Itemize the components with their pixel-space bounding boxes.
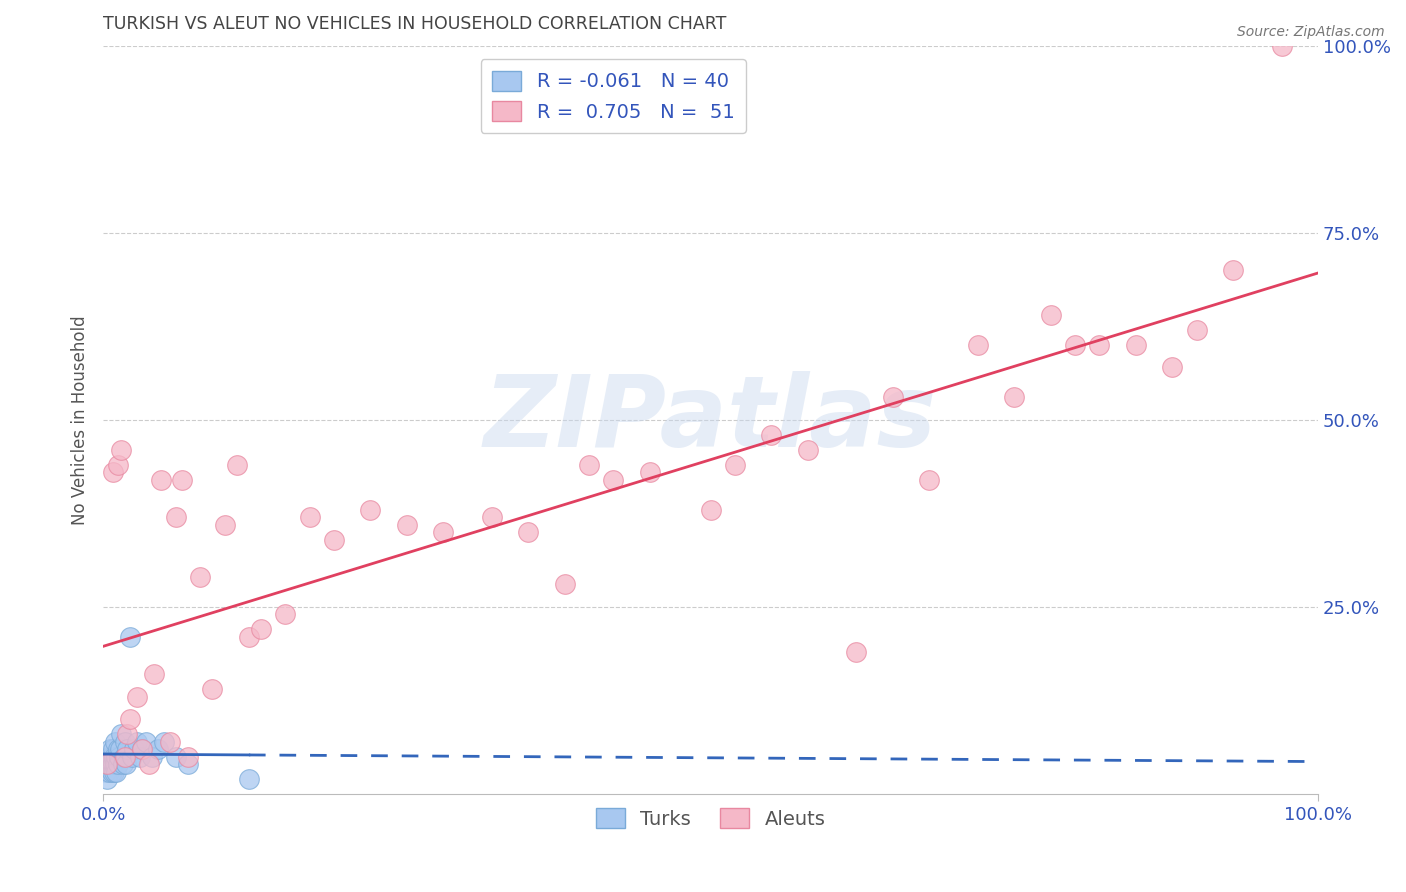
Point bbox=[105, 749, 128, 764]
Point bbox=[105, 764, 128, 779]
Point bbox=[724, 458, 747, 472]
Point bbox=[103, 749, 125, 764]
Point bbox=[111, 757, 134, 772]
Point bbox=[165, 749, 187, 764]
Point bbox=[638, 465, 661, 479]
Point bbox=[115, 757, 138, 772]
Point bbox=[110, 442, 132, 457]
Point bbox=[118, 712, 141, 726]
Point bbox=[100, 749, 122, 764]
Point bbox=[122, 742, 145, 756]
Point bbox=[1161, 360, 1184, 375]
Point bbox=[323, 533, 346, 547]
Point bbox=[214, 517, 236, 532]
Point bbox=[94, 764, 117, 779]
Point bbox=[131, 742, 153, 756]
Point bbox=[103, 764, 125, 779]
Text: ZIPatlas: ZIPatlas bbox=[484, 371, 938, 468]
Point bbox=[112, 749, 135, 764]
Point bbox=[135, 734, 157, 748]
Point bbox=[432, 525, 454, 540]
Point bbox=[131, 742, 153, 756]
Point bbox=[517, 525, 540, 540]
Point bbox=[127, 690, 149, 704]
Point bbox=[114, 734, 136, 748]
Point bbox=[602, 473, 624, 487]
Point bbox=[96, 772, 118, 786]
Point bbox=[100, 742, 122, 756]
Text: Source: ZipAtlas.com: Source: ZipAtlas.com bbox=[1237, 25, 1385, 39]
Point bbox=[1185, 323, 1208, 337]
Point bbox=[238, 772, 260, 786]
Point bbox=[114, 749, 136, 764]
Point bbox=[172, 473, 194, 487]
Text: TURKISH VS ALEUT NO VEHICLES IN HOUSEHOLD CORRELATION CHART: TURKISH VS ALEUT NO VEHICLES IN HOUSEHOL… bbox=[103, 15, 727, 33]
Point bbox=[578, 458, 600, 472]
Point bbox=[108, 749, 131, 764]
Point bbox=[1064, 338, 1087, 352]
Point bbox=[127, 734, 149, 748]
Point bbox=[96, 757, 118, 772]
Point bbox=[108, 742, 131, 756]
Point bbox=[104, 734, 127, 748]
Point bbox=[159, 734, 181, 748]
Point bbox=[1222, 263, 1244, 277]
Point bbox=[882, 391, 904, 405]
Point bbox=[1271, 38, 1294, 53]
Point bbox=[150, 473, 173, 487]
Point bbox=[100, 757, 122, 772]
Point bbox=[967, 338, 990, 352]
Point bbox=[238, 630, 260, 644]
Point bbox=[1039, 308, 1062, 322]
Point bbox=[101, 742, 124, 756]
Point bbox=[250, 623, 273, 637]
Point bbox=[97, 757, 120, 772]
Y-axis label: No Vehicles in Household: No Vehicles in Household bbox=[72, 315, 89, 524]
Point bbox=[1002, 391, 1025, 405]
Point bbox=[177, 749, 200, 764]
Point bbox=[107, 742, 129, 756]
Point bbox=[98, 749, 121, 764]
Point bbox=[100, 764, 122, 779]
Point bbox=[188, 570, 211, 584]
Point bbox=[918, 473, 941, 487]
Point bbox=[107, 458, 129, 472]
Point bbox=[117, 742, 139, 756]
Point bbox=[359, 502, 381, 516]
Point bbox=[274, 607, 297, 622]
Point bbox=[1125, 338, 1147, 352]
Point bbox=[225, 458, 247, 472]
Point bbox=[104, 757, 127, 772]
Point bbox=[481, 510, 503, 524]
Point bbox=[143, 667, 166, 681]
Point bbox=[118, 630, 141, 644]
Point bbox=[761, 427, 783, 442]
Point bbox=[128, 749, 150, 764]
Point bbox=[298, 510, 321, 524]
Point bbox=[845, 645, 868, 659]
Point bbox=[98, 764, 121, 779]
Point bbox=[101, 757, 124, 772]
Point bbox=[141, 749, 163, 764]
Point bbox=[797, 442, 820, 457]
Point bbox=[101, 465, 124, 479]
Point bbox=[110, 727, 132, 741]
Point bbox=[138, 757, 160, 772]
Legend: Turks, Aleuts: Turks, Aleuts bbox=[588, 801, 834, 837]
Point bbox=[177, 757, 200, 772]
Point bbox=[554, 577, 576, 591]
Point bbox=[121, 749, 143, 764]
Point bbox=[107, 757, 129, 772]
Point bbox=[146, 742, 169, 756]
Point bbox=[117, 727, 139, 741]
Point bbox=[1088, 338, 1111, 352]
Point bbox=[165, 510, 187, 524]
Point bbox=[699, 502, 721, 516]
Point bbox=[201, 682, 224, 697]
Point bbox=[395, 517, 418, 532]
Point bbox=[153, 734, 176, 748]
